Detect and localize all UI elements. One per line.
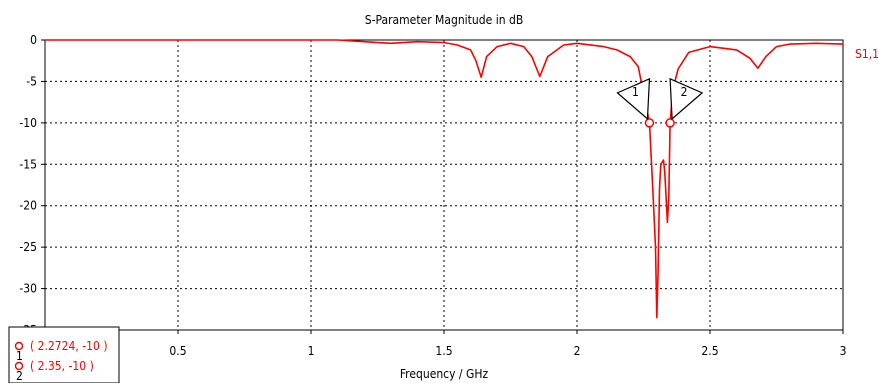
legend-entry-s11: S1,1 [855,47,879,61]
readout-value-1: ( 2.2724, -10 ) [30,339,108,353]
readout-id-2: 2 [16,369,23,383]
chart-title: S-Parameter Magnitude in dB [365,13,523,27]
marker-readout-rows: 1 ( 2.2724, -10 ) 2 ( 2.35, -10 ) [14,339,108,383]
readout-icon-2 [14,361,24,371]
marker-flag-label-2: 2 [681,85,688,99]
x-axis-label: Frequency / GHz [400,367,489,381]
series-line-s11 [45,39,844,319]
marker-flag-1 [616,77,651,121]
y-tick-label-4: -20 [19,199,37,213]
grid-lines [45,40,843,330]
readout-id-1: 1 [16,349,23,363]
marker-flag-2 [669,77,704,121]
marker-readout-box: 1 ( 2.2724, -10 ) 2 ( 2.35, -10 ) [8,326,120,383]
y-tick-label-5: -25 [19,240,37,254]
x-tick-label-2: 1.5 [435,344,452,358]
series-layer [45,39,844,319]
x-tick-label-3: 2 [574,344,581,358]
x-axis-ticks: 0.5 1 1.5 2 2.5 3 [169,330,846,358]
y-tick-label-0: 0 [30,33,37,47]
readout-icon-1 [14,341,24,351]
y-tick-label-1: -5 [26,74,37,88]
marker-flag-label-1: 1 [632,85,639,99]
marker-point-2 [665,118,675,128]
x-tick-label-5: 3 [840,344,847,358]
marker-point-1 [644,118,655,128]
y-tick-label-3: -15 [19,157,37,171]
readout-value-2: ( 2.35, -10 ) [30,359,94,373]
x-tick-label-0: 0.5 [169,344,186,358]
x-tick-label-1: 1 [308,344,315,358]
x-tick-label-4: 2.5 [701,344,718,358]
y-tick-label-6: -30 [19,282,37,296]
marker-readout-frame [8,326,120,383]
y-tick-label-2: -10 [19,116,37,130]
